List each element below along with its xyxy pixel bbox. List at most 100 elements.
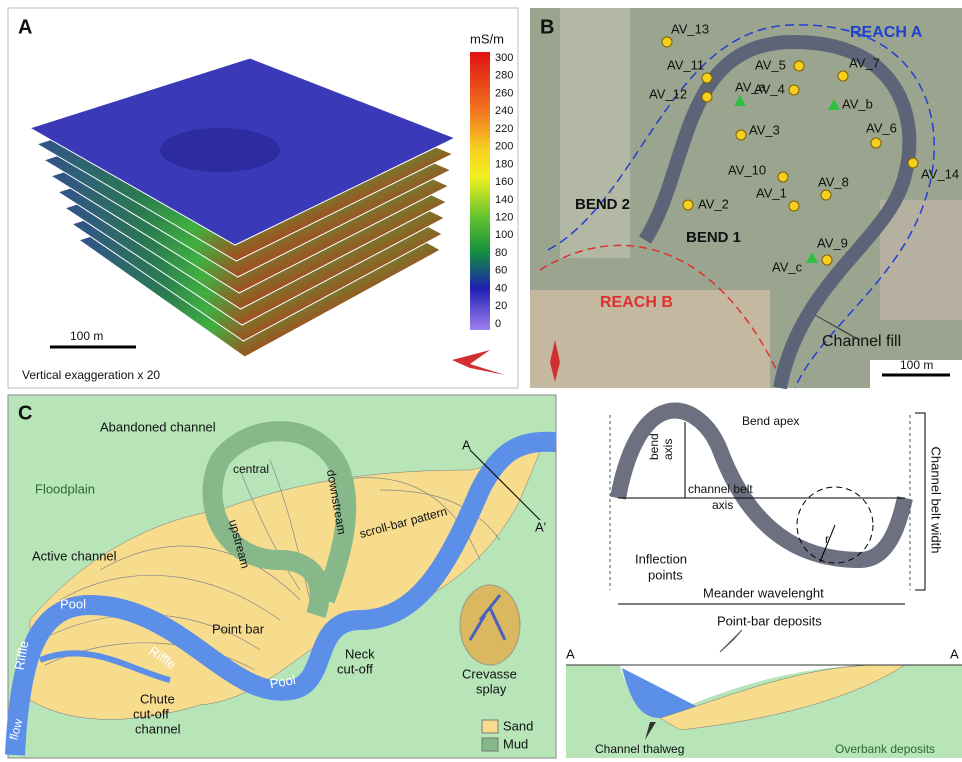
sample-label: AV_8 — [818, 174, 849, 189]
end-a: A — [950, 646, 959, 661]
colorbar-tick: 180 — [495, 158, 513, 170]
radius-label: r — [825, 532, 829, 546]
sample-point — [822, 255, 832, 265]
floodplain: Floodplain — [35, 481, 95, 496]
panel-label: C — [18, 402, 32, 424]
panel-label: B — [540, 16, 554, 38]
chute-label: Chute — [140, 691, 175, 706]
field — [560, 8, 630, 258]
sample-label: AV_2 — [698, 196, 729, 211]
neck: Neck — [345, 646, 375, 661]
sample-label: AV_7 — [849, 55, 880, 70]
chute-label: channel — [135, 721, 181, 736]
neck: cut-off — [337, 661, 373, 676]
sample-label: AV_14 — [921, 166, 959, 181]
meander — [618, 411, 905, 560]
sample-label: AV_5 — [755, 57, 786, 72]
cross-section: A A Point-bar deposits Channel thalweg O… — [566, 613, 962, 758]
colorbar-tick: 240 — [495, 105, 513, 117]
colorbar-tick: 100 — [495, 229, 513, 241]
sample-point — [702, 92, 712, 102]
colorbar-tick: 280 — [495, 70, 513, 82]
colorbar-tick: 20 — [495, 300, 507, 312]
splay-label: Crevasse — [462, 666, 517, 681]
sample-point — [908, 158, 918, 168]
reach-a: REACH A — [850, 24, 923, 41]
colorbar-tick: 60 — [495, 265, 507, 277]
sample-point — [736, 130, 746, 140]
sample-point — [821, 190, 831, 200]
section-a: A — [462, 437, 471, 452]
sample-label: AV_3 — [749, 122, 780, 137]
page: {"panel_a": {"label": "A", "unit": "mS/m… — [0, 0, 962, 762]
panel-label: A — [18, 16, 32, 38]
sample-point — [778, 172, 788, 182]
wavelength: Meander wavelenght — [703, 585, 824, 600]
sample-point — [662, 37, 672, 47]
pool: Pool — [60, 596, 86, 611]
sample-point — [683, 200, 693, 210]
scale-label: 100 m — [900, 358, 933, 372]
colorbar-tick: 200 — [495, 141, 513, 153]
sample-point — [702, 73, 712, 83]
thalweg: Channel thalweg — [595, 742, 684, 756]
belt-width: Channel belt width — [929, 447, 944, 554]
active-label: Active channel — [32, 548, 117, 563]
borehole-label: AV_b — [842, 96, 873, 111]
belt-axis-label: channel belt — [688, 482, 753, 496]
pointer — [720, 630, 742, 652]
legend-swatch — [482, 738, 498, 751]
bend-axis-label: bend — [647, 433, 661, 460]
abandoned-label: Abandoned channel — [100, 419, 216, 434]
panel-c: C Abandoned channel Floodplain central d… — [6, 395, 556, 758]
meander-diagram: Bend apex bend axis channel belt axis In… — [610, 411, 944, 604]
sample-point — [871, 138, 881, 148]
sample-point — [789, 201, 799, 211]
inflection: points — [648, 567, 683, 582]
sample-label: AV_6 — [866, 120, 897, 135]
colorbar-tick: 220 — [495, 123, 513, 135]
sample-label: AV_10 — [728, 162, 766, 177]
legend-swatch — [482, 720, 498, 733]
colorbar-tick: 160 — [495, 176, 513, 188]
borehole-label: AV_a — [735, 79, 767, 94]
colorbar-tick: 300 — [495, 52, 513, 64]
central: central — [233, 462, 269, 476]
legend-label: Sand — [503, 718, 533, 733]
end-a: A — [566, 646, 575, 661]
point-bar-label: Point bar — [212, 621, 265, 636]
crevasse-splay — [460, 585, 520, 665]
sample-label: AV_11 — [667, 57, 704, 72]
point-bar-label: Point-bar deposits — [717, 613, 822, 628]
chute-label: cut-off — [133, 706, 169, 721]
splay-label: splay — [476, 681, 507, 696]
colorbar — [470, 52, 490, 330]
sample-point — [838, 71, 848, 81]
colorbar-tick: 260 — [495, 87, 513, 99]
sample-label: AV_12 — [649, 86, 687, 101]
reach-b: REACH B — [600, 294, 673, 311]
colorbar-tick: 120 — [495, 212, 513, 224]
colorbar-tick: 0 — [495, 318, 501, 330]
sample-label: AV_9 — [817, 235, 848, 250]
colorbar-tick: 40 — [495, 282, 507, 294]
overbank-label: Overbank deposits — [835, 742, 935, 756]
patch — [160, 128, 280, 172]
belt-bracket — [915, 413, 925, 590]
borehole-label: AV_c — [772, 259, 803, 274]
section-a-prime: A' — [535, 519, 546, 534]
sample-point — [794, 61, 804, 71]
scale-label: 100 m — [70, 329, 103, 343]
unit: mS/m — [470, 31, 504, 46]
colorbar-tick: 80 — [495, 247, 507, 259]
legend-label: Mud — [503, 736, 528, 751]
channel-fill: Channel fill — [822, 333, 901, 350]
bend-2: BEND 2 — [575, 196, 630, 213]
sample-label: AV_13 — [671, 21, 709, 36]
colorbar-tick: 140 — [495, 194, 513, 206]
sample-point — [789, 85, 799, 95]
panel-a: mS/m A 100 m Vertical exaggeration x 20 — [8, 8, 518, 388]
bend-axis-label: axis — [661, 439, 675, 460]
bend-apex: Bend apex — [742, 414, 799, 428]
figure: mS/m A 100 m Vertical exaggeration x 20 … — [0, 0, 962, 762]
